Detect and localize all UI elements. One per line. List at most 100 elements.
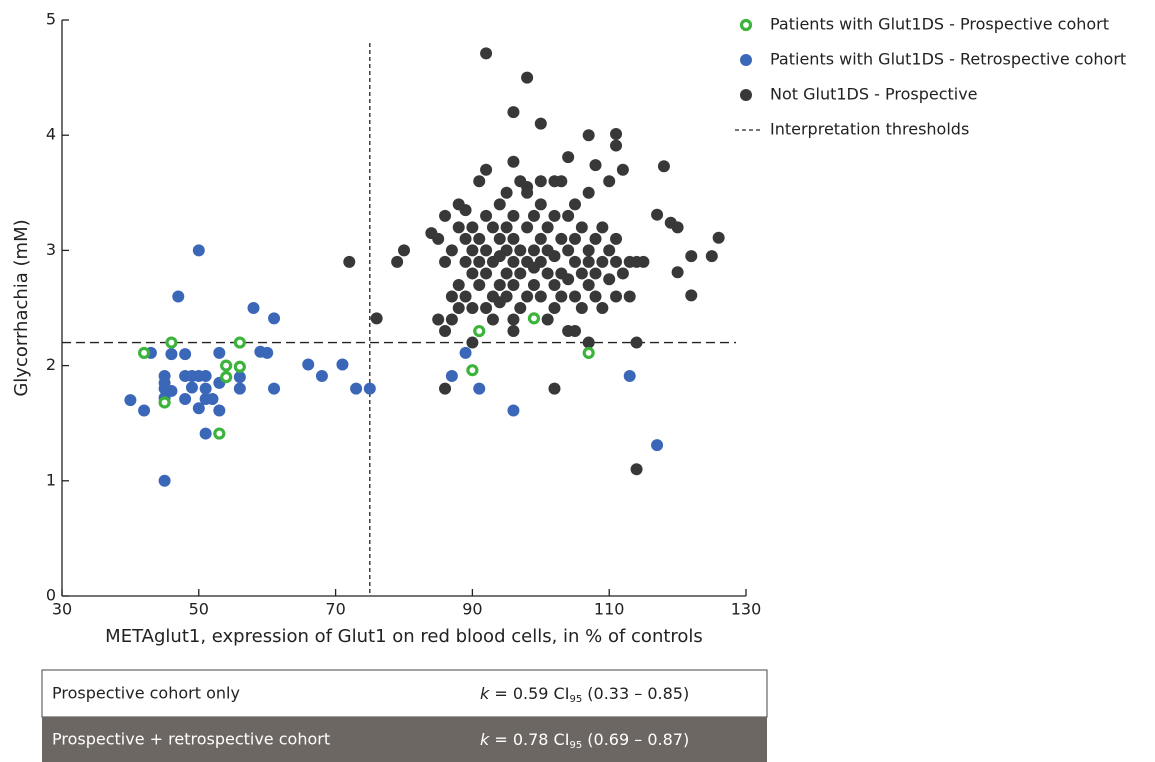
table-row-1 xyxy=(41,669,768,718)
point xyxy=(521,181,534,194)
point xyxy=(425,227,438,240)
point xyxy=(199,369,212,382)
point xyxy=(480,209,493,222)
point xyxy=(466,244,479,257)
table-stat-part: = 0.59 CI xyxy=(489,684,569,703)
point xyxy=(562,244,575,257)
point xyxy=(233,360,246,373)
table-row-2 xyxy=(42,717,767,762)
x-axis-label: METAglut1, expression of Glut1 on red bl… xyxy=(105,626,703,647)
point xyxy=(507,404,520,417)
point xyxy=(603,244,616,257)
point xyxy=(220,371,233,384)
point xyxy=(439,382,452,395)
point xyxy=(562,151,575,164)
point xyxy=(247,302,260,314)
point xyxy=(534,290,547,303)
point xyxy=(480,302,493,314)
point xyxy=(596,221,609,234)
point xyxy=(398,244,410,257)
point xyxy=(480,267,493,280)
point xyxy=(473,324,486,338)
point xyxy=(466,221,479,234)
y-tick-label: 1 xyxy=(46,470,56,489)
point xyxy=(616,163,629,176)
point xyxy=(575,302,588,314)
table-stat-part: = 0.78 CI xyxy=(489,730,569,749)
point xyxy=(486,221,499,234)
point xyxy=(541,267,554,280)
point xyxy=(493,278,506,291)
point xyxy=(466,364,479,377)
point xyxy=(336,358,349,371)
x-tick-label: 130 xyxy=(731,600,762,619)
table-stat: k = 0.78 CI95 (0.69 – 0.87) xyxy=(480,730,689,752)
point xyxy=(521,290,534,303)
point xyxy=(582,346,595,360)
x-tick-label: 50 xyxy=(189,600,209,619)
point xyxy=(548,278,561,291)
point xyxy=(610,139,623,152)
table xyxy=(41,669,768,762)
point xyxy=(179,348,192,361)
point xyxy=(630,463,643,476)
point xyxy=(199,382,212,395)
point xyxy=(500,186,513,199)
point xyxy=(651,439,664,452)
point xyxy=(651,208,664,221)
point xyxy=(521,221,534,234)
point xyxy=(473,382,486,395)
point xyxy=(507,209,520,222)
point xyxy=(192,402,205,415)
point xyxy=(466,336,479,349)
point xyxy=(527,278,540,291)
point xyxy=(527,244,540,257)
point xyxy=(569,290,581,303)
point xyxy=(507,325,520,338)
y-tick-label: 4 xyxy=(46,125,56,144)
point xyxy=(343,255,356,268)
table-stat-part: 95 xyxy=(569,740,582,751)
point xyxy=(555,290,568,303)
table-label: Prospective cohort only xyxy=(52,684,240,703)
point xyxy=(507,255,520,268)
point xyxy=(452,302,465,314)
point xyxy=(445,244,458,257)
point xyxy=(507,106,520,119)
table-stat-part: (0.69 – 0.87) xyxy=(582,730,689,749)
point xyxy=(350,382,363,395)
point xyxy=(548,302,561,314)
y-tick-label: 0 xyxy=(46,586,56,605)
point xyxy=(493,296,506,309)
point xyxy=(548,382,561,395)
point xyxy=(582,255,595,268)
x-tick-label: 110 xyxy=(594,600,625,619)
point xyxy=(466,302,479,314)
point xyxy=(514,244,527,257)
point xyxy=(480,163,493,176)
point xyxy=(138,404,151,417)
point xyxy=(610,232,623,245)
point xyxy=(507,232,520,245)
point xyxy=(445,290,458,303)
point xyxy=(473,278,486,291)
point xyxy=(172,290,185,303)
point xyxy=(192,244,205,257)
x-tick-label: 70 xyxy=(325,600,345,619)
point xyxy=(500,244,513,257)
point xyxy=(603,273,616,286)
point xyxy=(158,396,171,409)
point xyxy=(685,250,698,263)
legend-marker xyxy=(740,54,752,66)
point xyxy=(534,117,547,130)
point xyxy=(712,231,725,244)
point xyxy=(206,393,219,406)
point xyxy=(459,346,472,359)
point xyxy=(165,336,178,349)
point xyxy=(486,313,499,326)
point xyxy=(480,47,493,60)
point xyxy=(466,267,479,280)
point xyxy=(657,160,670,173)
legend-label: Not Glut1DS - Prospective xyxy=(770,85,978,104)
